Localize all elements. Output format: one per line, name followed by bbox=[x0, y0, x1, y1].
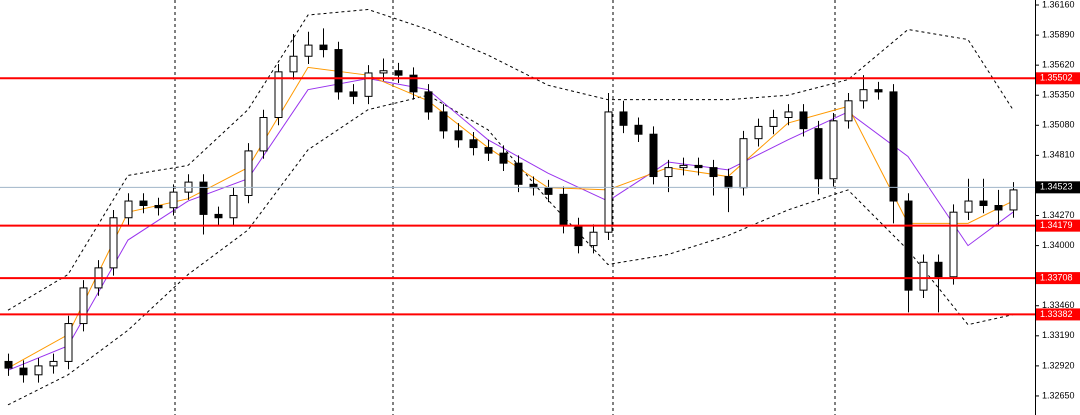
candle-body bbox=[244, 150, 253, 196]
level-label: 1.35502 bbox=[1040, 73, 1073, 83]
candle-body bbox=[949, 211, 958, 278]
candle-body bbox=[604, 111, 613, 233]
candle-body bbox=[304, 44, 313, 57]
y-tick-label: 1.35080 bbox=[1042, 120, 1075, 130]
level-label: 1.33708 bbox=[1040, 272, 1073, 282]
candle-body bbox=[994, 204, 1003, 211]
candle-body bbox=[859, 89, 868, 102]
candle-body bbox=[829, 120, 838, 180]
candle-body bbox=[394, 70, 403, 76]
candle-body bbox=[109, 217, 118, 269]
y-tick-label: 1.32920 bbox=[1042, 360, 1075, 370]
candle-body bbox=[439, 111, 448, 132]
candle-body bbox=[964, 200, 973, 213]
candle-body bbox=[484, 147, 493, 154]
candle-body bbox=[409, 74, 418, 93]
candle-body bbox=[784, 111, 793, 119]
candle-body bbox=[214, 213, 223, 219]
y-tick-label: 1.33460 bbox=[1042, 300, 1075, 310]
candle-body bbox=[514, 162, 523, 185]
candle-body bbox=[379, 70, 388, 74]
candle-body bbox=[19, 367, 28, 376]
candle-body bbox=[709, 167, 718, 178]
y-tick-label: 1.34810 bbox=[1042, 150, 1075, 160]
y-tick-label: 1.32650 bbox=[1042, 390, 1075, 400]
candle-body bbox=[469, 139, 478, 149]
candle-body bbox=[724, 176, 733, 189]
candle-body bbox=[4, 360, 13, 369]
indicator-line bbox=[7, 94, 1014, 406]
candle-body bbox=[49, 360, 58, 367]
candle-body bbox=[754, 125, 763, 140]
candle-body bbox=[544, 187, 553, 195]
candle-body bbox=[334, 49, 343, 93]
indicator-line bbox=[7, 8, 1014, 311]
y-tick-label: 1.34270 bbox=[1042, 210, 1075, 220]
candle-body bbox=[799, 111, 808, 130]
candle-body bbox=[424, 91, 433, 113]
candle-body bbox=[199, 181, 208, 215]
candle-body bbox=[739, 138, 748, 189]
level-label: 1.33382 bbox=[1040, 309, 1073, 319]
candle-body bbox=[694, 164, 703, 169]
candle-body bbox=[154, 204, 163, 209]
level-box bbox=[1036, 72, 1080, 85]
candle-body bbox=[649, 133, 658, 178]
level-box bbox=[1036, 219, 1080, 232]
candle-body bbox=[124, 200, 133, 219]
y-tick-label: 1.34000 bbox=[1042, 240, 1075, 250]
candle-body bbox=[889, 91, 898, 202]
candle-body bbox=[79, 287, 88, 325]
candle-body bbox=[139, 200, 148, 206]
y-tick-label: 1.35890 bbox=[1042, 29, 1075, 39]
candle-body bbox=[874, 89, 883, 93]
candle-body bbox=[814, 128, 823, 180]
candle-body bbox=[559, 193, 568, 227]
candle-body bbox=[679, 164, 688, 169]
candle-body bbox=[289, 55, 298, 73]
candle-body bbox=[589, 231, 598, 247]
y-tick-label: 1.33190 bbox=[1042, 330, 1075, 340]
candle-body bbox=[934, 261, 943, 278]
candle-body bbox=[634, 124, 643, 135]
candle-body bbox=[844, 100, 853, 122]
current-price-box bbox=[1036, 181, 1080, 194]
candle-body bbox=[349, 91, 358, 97]
current-price-label: 1.34523 bbox=[1040, 182, 1073, 192]
y-tick-label: 1.35350 bbox=[1042, 90, 1075, 100]
candle-body bbox=[274, 71, 283, 119]
candle-body bbox=[454, 130, 463, 141]
candle-body bbox=[619, 111, 628, 126]
candle-body bbox=[364, 72, 373, 97]
candle-body bbox=[919, 261, 928, 291]
y-tick-label: 1.35620 bbox=[1042, 60, 1075, 70]
candle-body bbox=[169, 191, 178, 209]
candle-body bbox=[229, 194, 238, 219]
candle-body bbox=[769, 117, 778, 127]
candle-body bbox=[574, 225, 583, 247]
level-box bbox=[1036, 308, 1080, 321]
candle-body bbox=[1009, 189, 1018, 211]
candle-body bbox=[34, 365, 43, 376]
candle-body bbox=[499, 152, 508, 164]
candle-body bbox=[64, 323, 73, 362]
candle-body bbox=[259, 117, 268, 152]
level-label: 1.34179 bbox=[1040, 220, 1073, 230]
candle-body bbox=[979, 200, 988, 206]
level-box bbox=[1036, 272, 1080, 285]
y-tick-label: 1.36160 bbox=[1042, 0, 1075, 9]
candle-body bbox=[664, 167, 673, 178]
candle-body bbox=[319, 44, 328, 51]
candle-body bbox=[904, 200, 913, 291]
